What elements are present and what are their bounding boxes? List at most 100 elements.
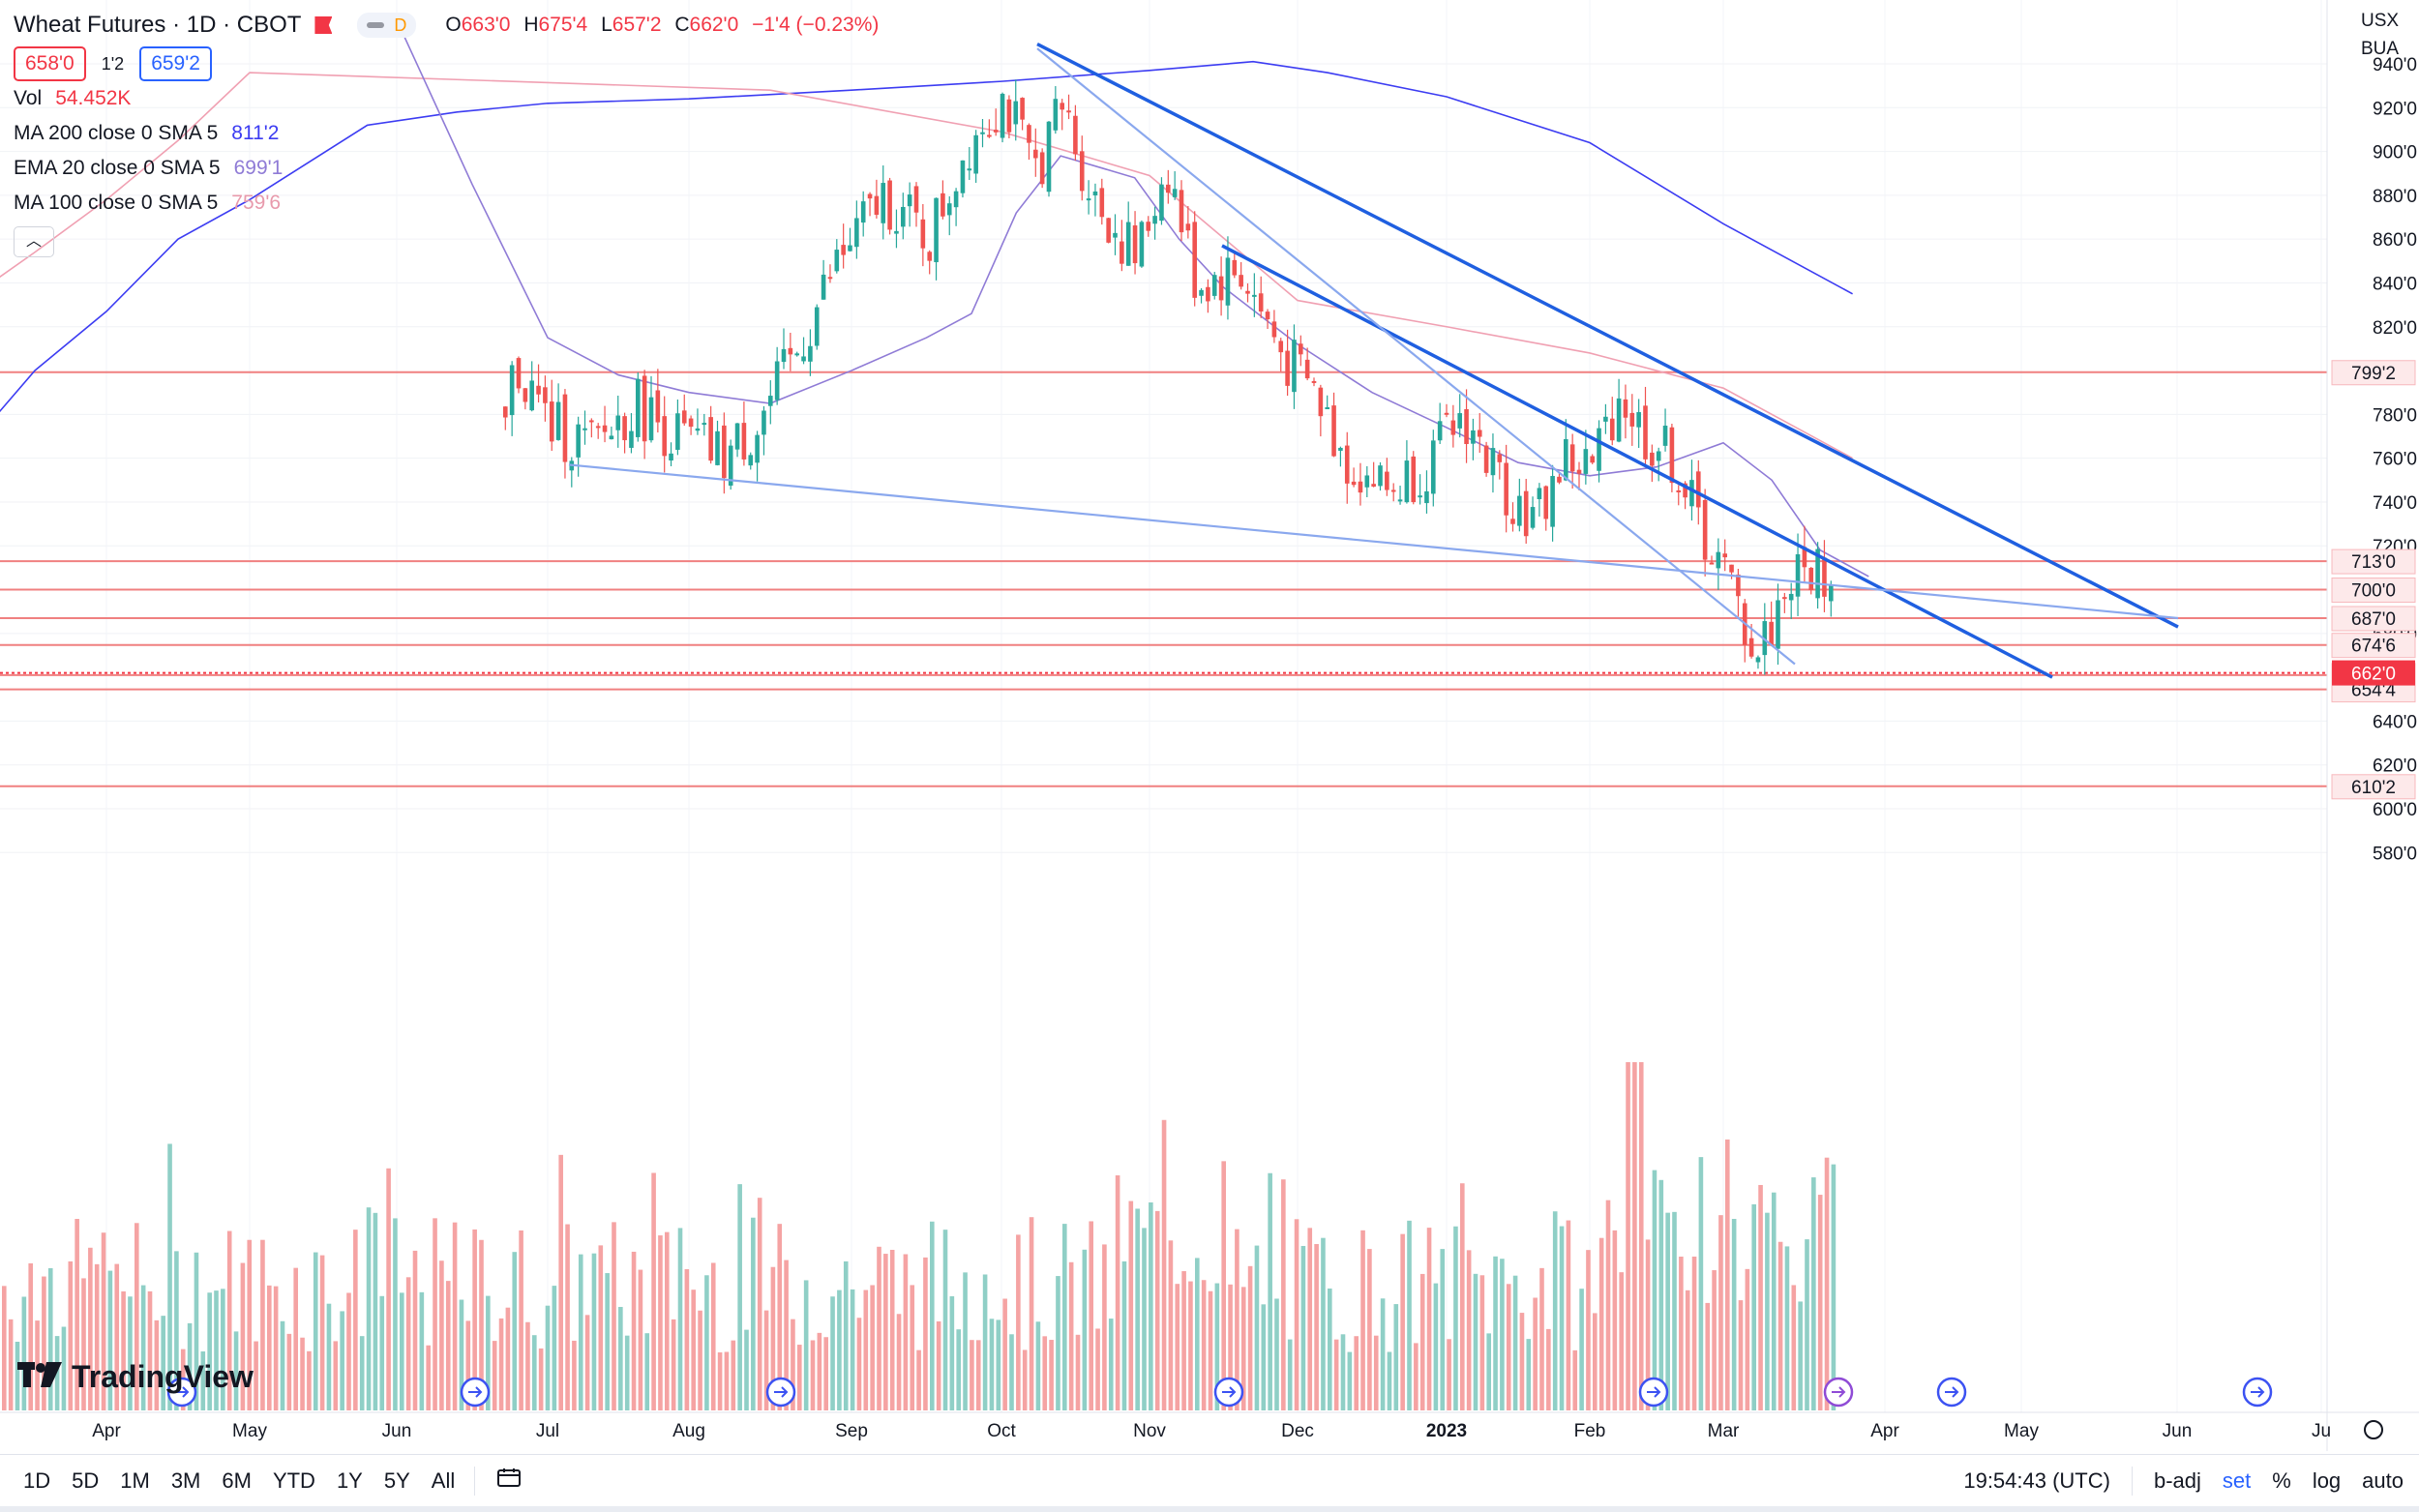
collapse-legend-button[interactable]: ︿ (14, 226, 54, 257)
volume-bar (1473, 1273, 1478, 1410)
candle-body (967, 168, 972, 171)
session-toggle[interactable]: set (2222, 1468, 2252, 1493)
candle-body (1418, 495, 1422, 498)
percent-toggle[interactable]: % (2272, 1468, 2291, 1493)
candle-body (927, 252, 932, 261)
candle-body (1583, 449, 1589, 474)
b-adj-toggle[interactable]: b-adj (2153, 1468, 2201, 1493)
volume-bar (1784, 1246, 1790, 1410)
volume-bar (1287, 1339, 1293, 1410)
last-price-label: 662'0 (2351, 665, 2396, 685)
candle-body (642, 375, 647, 442)
arrow-icon (468, 1386, 483, 1398)
log-toggle[interactable]: log (2312, 1468, 2342, 1493)
range-1d-button[interactable]: 1D (23, 1468, 51, 1493)
auto-toggle[interactable]: auto (2362, 1468, 2404, 1493)
volume-bar (572, 1340, 577, 1410)
volume-bar (1294, 1219, 1299, 1410)
volume-bar (1566, 1220, 1571, 1410)
price-tick-label: 740'0 (2373, 493, 2417, 514)
volume-bar (1068, 1261, 1074, 1410)
candle-body (1000, 93, 1005, 138)
volume-bar (167, 1143, 172, 1410)
go-to-date-icon[interactable] (496, 1468, 522, 1495)
level-tag (2331, 578, 2416, 604)
candle-body (1676, 489, 1682, 492)
volume-bar (1605, 1200, 1611, 1410)
buy-button[interactable]: 659'2 (139, 46, 212, 81)
volume-bar (1718, 1215, 1723, 1410)
range-3m-button[interactable]: 3M (170, 1468, 201, 1493)
volume-bar (1168, 1240, 1174, 1410)
symbol-title[interactable]: Wheat Futures · 1D · CBOT (14, 12, 302, 38)
range-5d-button[interactable]: 5D (72, 1468, 100, 1493)
volume-bar (75, 1219, 79, 1410)
range-ytd-button[interactable]: YTD (272, 1468, 315, 1493)
volume-bar (1228, 1284, 1233, 1410)
volume-bar (1321, 1237, 1326, 1410)
candle-body (1450, 420, 1456, 435)
volume-bar (379, 1295, 385, 1410)
volume-bar (419, 1291, 425, 1410)
candle-body (1424, 490, 1429, 504)
volume-bar (777, 1224, 783, 1410)
range-1m-button[interactable]: 1M (120, 1468, 150, 1493)
clock-time[interactable]: 19:54:43 (UTC) (1963, 1468, 2110, 1493)
volume-bar (280, 1320, 285, 1410)
volume-bar (1393, 1304, 1399, 1410)
candle-body (887, 180, 892, 230)
volume-bar (1811, 1177, 1816, 1410)
market-status-pill[interactable]: D (357, 13, 417, 38)
candle-body (1497, 454, 1503, 462)
sell-button[interactable]: 658'0 (14, 46, 86, 81)
price-axis-bg (2327, 0, 2419, 1451)
volume-bar (724, 1351, 730, 1410)
candle-body (1278, 341, 1284, 353)
range-all-button[interactable]: All (431, 1468, 456, 1493)
volume-bar (704, 1275, 709, 1410)
last-price-tag (2332, 660, 2415, 686)
flag-icon[interactable] (314, 16, 333, 34)
volume-bar (624, 1335, 630, 1410)
candle-body (1218, 276, 1224, 301)
volume-bar (107, 1270, 113, 1410)
indicator-ma200[interactable]: MA 200 close 0 SMA 5 811'2 (14, 122, 280, 144)
volume-bar (1360, 1230, 1365, 1410)
candle-body (1385, 471, 1389, 490)
spread-value: 1'2 (101, 54, 125, 74)
indicator-ema20[interactable]: EMA 20 close 0 SMA 5 699'1 (14, 157, 284, 179)
candle-body (1185, 223, 1191, 231)
indicator-volume[interactable]: Vol 54.452K (14, 87, 132, 109)
level-tag-label: 654'4 (2351, 681, 2396, 701)
range-1y-button[interactable]: 1Y (336, 1468, 363, 1493)
range-6m-button[interactable]: 6M (222, 1468, 252, 1493)
candle-body (1027, 125, 1031, 143)
volume-bar (505, 1307, 511, 1410)
volume-bar (1771, 1192, 1777, 1410)
quote-row: 658'0 1'2 659'2 (14, 46, 879, 81)
symbol-row: Wheat Futures · 1D · CBOT D O663'0 H675'… (14, 8, 879, 43)
volume-bar (412, 1250, 418, 1410)
candle-body (1776, 600, 1780, 649)
candle-body (1331, 405, 1336, 457)
volume-bar (134, 1223, 139, 1410)
volume-bar (598, 1245, 604, 1410)
volume-bar (744, 1329, 749, 1410)
volume-bar (1268, 1172, 1272, 1410)
candle-body (1829, 584, 1834, 602)
candle-body (1252, 294, 1257, 297)
arrow-icon (2251, 1386, 2265, 1398)
candle-body (1299, 343, 1303, 355)
volume-bar (1679, 1257, 1684, 1410)
range-5y-button[interactable]: 5Y (383, 1468, 410, 1493)
volume-bar (54, 1336, 60, 1410)
volume-bar (1791, 1285, 1797, 1410)
candle-body (913, 186, 919, 213)
volume-bar (1049, 1340, 1054, 1410)
indicator-ma100[interactable]: MA 100 close 0 SMA 5 759'6 (14, 192, 282, 214)
candle-body (1378, 465, 1383, 487)
volume-bar (187, 1322, 193, 1410)
candle-body (636, 378, 641, 437)
volume-bar (552, 1286, 557, 1410)
